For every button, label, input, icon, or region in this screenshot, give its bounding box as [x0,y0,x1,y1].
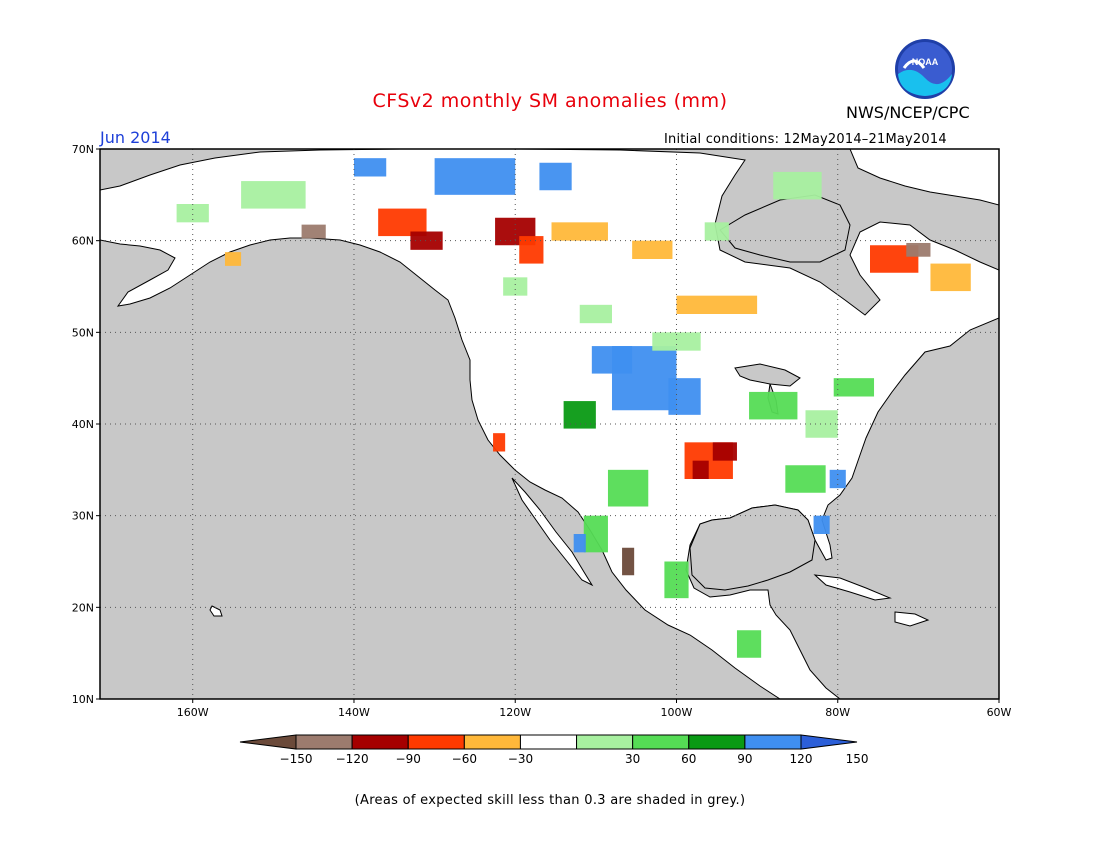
anomaly-patch [930,263,971,292]
colorbar-tick-label: 60 [681,752,696,766]
anomaly-patch [622,547,635,576]
colorbar-swatch [519,734,578,750]
anomaly-patch [676,295,758,314]
lat-label: 20N [72,601,94,614]
lon-label: 100W [661,706,693,719]
lat-label: 60N [72,235,94,248]
anomaly-patch [176,204,209,223]
gulf-of-mexico [689,504,816,591]
anomaly-patch [224,252,242,266]
colorbar-tick-label: 90 [737,752,752,766]
colorbar-swatch [407,734,465,750]
colorbar-tick-label: 150 [846,752,869,766]
lat-label: 70N [72,143,94,156]
colorbar-swatch [463,734,521,750]
forecast-period-label: Jun 2014 [100,128,171,147]
colorbar-swatch [295,734,353,750]
anomaly-patch [652,332,701,351]
anomaly-patch [736,630,762,658]
anomaly-patch [493,433,506,452]
anomaly-patch [503,277,528,296]
colorbar-swatch [632,734,690,750]
anomaly-patch [573,534,586,553]
anomaly-patch [607,469,649,507]
anomaly-patch [813,515,830,534]
colorbar-tick-label: −150 [280,752,313,766]
anomaly-patch [539,162,572,191]
colorbar-arrow-left [239,734,297,750]
colorbar-swatch [744,734,802,750]
anomaly-patch [410,231,443,250]
land-hawaii [209,605,223,617]
lon-label: 140W [338,706,370,719]
anomaly-patch [704,222,729,241]
colorbar-tick-label: −90 [396,752,421,766]
colorbar-swatch [576,734,634,750]
great-lakes [734,363,801,387]
anomaly-patch [749,391,798,420]
colorbar-tick-label: −60 [452,752,477,766]
land-hispaniola [894,611,930,627]
anomaly-patch [241,181,306,209]
land-cuba [813,574,892,601]
anomaly-patch [591,346,633,374]
land-north-america [100,149,999,699]
anomaly-patch [551,222,608,241]
colorbar-swatch [351,734,409,750]
lat-label: 40N [72,418,94,431]
anomaly-patch [632,240,673,259]
anomaly-patch [692,460,709,479]
lon-label: 80W [825,706,850,719]
anomaly-patch [785,465,826,493]
colorbar-tick-label: −120 [336,752,369,766]
land-greenland [849,149,999,206]
colorbar-tick-label: 30 [625,752,640,766]
skill-footnote: (Areas of expected skill less than 0.3 a… [354,793,746,808]
colorbar-arrow-right [800,734,858,750]
chart-title: CFSv2 monthly SM anomalies (mm) [372,90,728,112]
anomaly-patch [583,515,608,553]
lon-label: 160W [177,706,209,719]
lon-label: 60W [987,706,1012,719]
hudson-bay [719,194,851,263]
org-label: NWS/NCEP/CPC [846,103,970,122]
land-baja [511,477,594,587]
anomaly-patch [579,304,612,324]
lat-label: 30N [72,510,94,523]
anomaly-patch [712,442,737,461]
anomaly-patch [434,158,516,195]
anomaly-patch [773,171,822,200]
anomaly-patch [668,378,701,415]
colorbar-tick-label: 120 [790,752,813,766]
anomaly-patch [833,378,875,397]
svg-text:NOAA: NOAA [912,57,939,67]
colorbar-tick-label: −30 [508,752,533,766]
lat-label: 50N [72,326,94,339]
anomaly-patch [519,236,544,264]
initial-conditions-label: Initial conditions: 12May2014–21May2014 [664,132,947,147]
anomaly-patch [301,224,326,239]
lat-label: 10N [72,693,94,706]
anomaly-patch [353,158,387,177]
colorbar-swatch [688,734,746,750]
noaa-logo: NOAA [895,39,955,99]
anomaly-patch [906,242,931,257]
lon-label: 120W [499,706,531,719]
